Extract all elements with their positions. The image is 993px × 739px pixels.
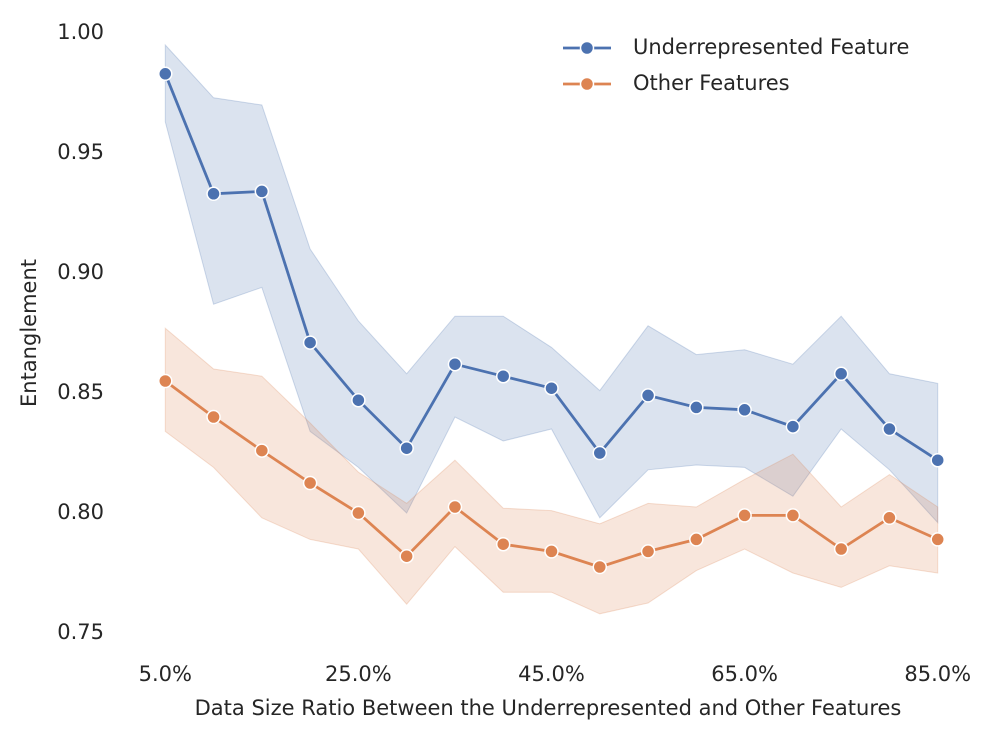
y-tick-label: 1.00 <box>57 20 104 44</box>
x-tick-label: 65.0% <box>711 662 778 686</box>
data-point <box>544 544 559 559</box>
x-tick-label: 5.0% <box>139 662 192 686</box>
data-point <box>930 452 945 468</box>
legend-marker <box>579 40 595 56</box>
data-point <box>447 356 463 372</box>
data-point <box>158 373 173 389</box>
x-tick-label: 45.0% <box>518 662 585 686</box>
data-point <box>254 184 270 199</box>
x-axis-label: Data Size Ratio Between the Underreprese… <box>195 696 902 720</box>
data-point <box>785 508 801 523</box>
data-point <box>833 366 849 382</box>
data-point <box>254 443 270 458</box>
y-tick-label: 0.95 <box>57 140 104 164</box>
y-tick-label: 0.80 <box>57 500 104 524</box>
y-tick-label: 0.90 <box>57 260 104 284</box>
data-point <box>737 402 752 418</box>
data-point <box>882 421 897 437</box>
legend-label: Underrepresented Feature <box>633 35 909 59</box>
legend-marker <box>579 76 595 92</box>
data-point <box>882 510 897 526</box>
data-point <box>302 335 318 350</box>
data-point <box>158 66 173 82</box>
data-point <box>447 499 463 515</box>
data-point <box>930 532 945 547</box>
data-point <box>206 409 221 425</box>
y-tick-label: 0.75 <box>57 620 104 644</box>
data-point <box>399 440 414 456</box>
data-point <box>592 445 608 461</box>
data-point <box>206 186 221 202</box>
y-tick-label: 0.85 <box>57 380 104 404</box>
data-point <box>640 388 656 403</box>
data-point <box>399 548 414 564</box>
data-point <box>351 505 366 521</box>
data-point <box>785 419 801 434</box>
data-point <box>737 508 752 523</box>
data-point <box>351 392 366 408</box>
x-tick-label: 25.0% <box>325 662 392 686</box>
legend-label: Other Features <box>633 71 790 95</box>
data-point <box>495 536 511 552</box>
y-axis-label: Entanglement <box>17 259 41 407</box>
data-point <box>833 541 849 557</box>
data-point <box>544 380 559 396</box>
data-point <box>689 400 704 415</box>
x-tick-label: 85.0% <box>904 662 971 686</box>
confidence-band <box>164 327 939 615</box>
data-point <box>592 559 608 575</box>
data-point <box>689 532 704 547</box>
data-point <box>640 544 656 559</box>
data-point <box>495 368 511 384</box>
data-point <box>302 475 318 491</box>
